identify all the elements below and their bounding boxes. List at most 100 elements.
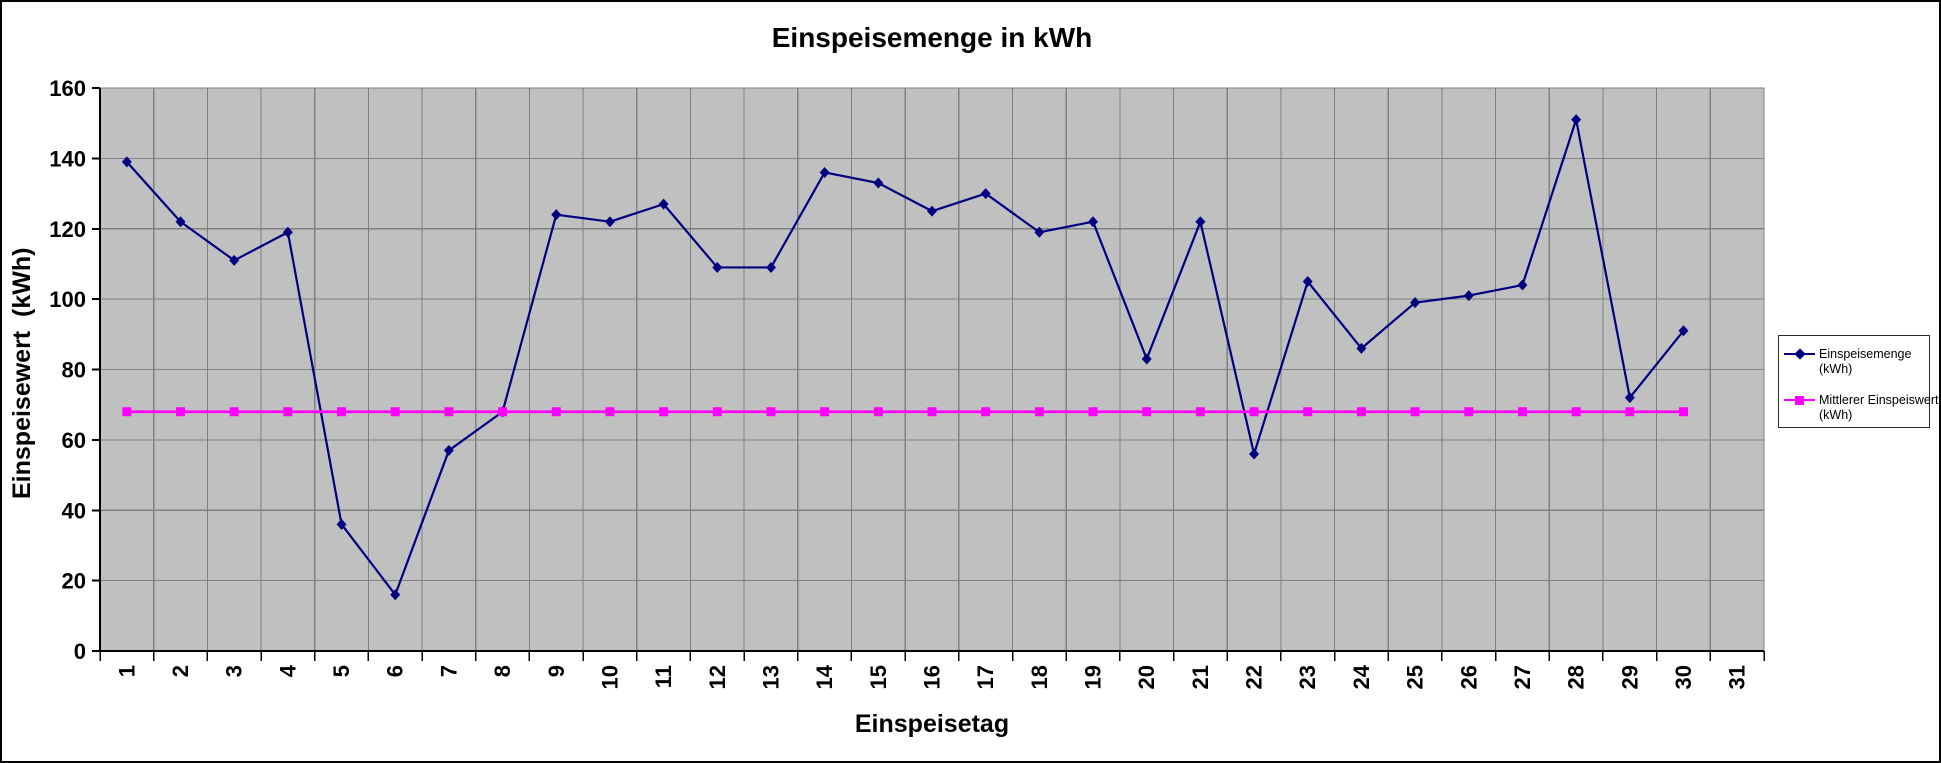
series-1-square-marker (712, 407, 722, 417)
series-1-square-marker (444, 407, 454, 417)
x-tick-label: 9 (544, 665, 569, 677)
x-tick-label: 20 (1134, 665, 1159, 689)
series-line-0 (126, 118, 1685, 596)
series-0-diamond-marker (658, 198, 669, 210)
series-0-diamond-marker (1571, 114, 1582, 126)
series-1-square-marker (1088, 407, 1098, 417)
x-tick-label: 5 (329, 665, 354, 677)
x-tick-label: 30 (1671, 665, 1696, 689)
series-1-square-marker (498, 407, 508, 417)
series-0-diamond-marker (980, 188, 991, 200)
series-0-diamond-marker (1249, 448, 1260, 460)
x-tick-label: 23 (1295, 665, 1320, 689)
series-0-diamond-marker (551, 209, 562, 221)
x-tick-label: 8 (490, 665, 515, 677)
series-0-diamond-marker (1088, 216, 1099, 228)
series-1-square-marker (1625, 407, 1635, 417)
x-tick-label: 15 (866, 665, 891, 689)
legend-label-unit: (kWh) (1819, 408, 1853, 422)
series-0-diamond-marker (1195, 216, 1206, 228)
y-tick-label: 0 (74, 639, 86, 664)
series-0-diamond-marker (1410, 297, 1421, 309)
x-tick-label: 18 (1027, 665, 1052, 689)
x-tick-label: 6 (383, 665, 408, 677)
series-0-diamond-marker (819, 166, 830, 178)
series-1-square-marker (176, 407, 186, 417)
y-tick-label: 100 (49, 287, 86, 312)
series-0-diamond-marker (121, 156, 132, 168)
series-0-diamond-marker (1034, 226, 1045, 238)
series-0-diamond-marker (1624, 392, 1635, 404)
series-1-square-marker (873, 407, 883, 417)
legend: Einspeisemenge (kWh) Mittlerer Einspeisw… (1778, 335, 1938, 428)
legend-label: Mittlerer Einspeiswert (kWh) (1815, 393, 1938, 423)
legend-item-einspeisemenge: Einspeisemenge (kWh) (1784, 347, 1927, 377)
series-1-square-marker (1034, 407, 1044, 417)
series-1-square-marker (1195, 407, 1205, 417)
y-tick-label: 160 (49, 76, 86, 101)
y-tick-label: 80 (62, 358, 86, 383)
series-0-diamond-marker (390, 589, 401, 601)
x-tick-label: 7 (436, 665, 461, 677)
series-0-diamond-marker (1141, 353, 1152, 365)
y-tick-label: 140 (49, 146, 86, 171)
series-1-square-marker (820, 407, 830, 417)
x-tick-label: 1 (114, 665, 139, 677)
legend-label-unit: (kWh) (1819, 362, 1853, 376)
series-1-square-marker (766, 407, 776, 417)
legend-label-name: Einspeisemenge (1819, 347, 1912, 361)
series-1-square-marker (1517, 407, 1527, 417)
x-tick-label: 28 (1564, 665, 1589, 689)
x-tick-label: 27 (1510, 665, 1535, 689)
x-tick-label: 16 (920, 665, 945, 689)
x-tick-label: 24 (1349, 664, 1374, 689)
series-1-square-marker (551, 407, 561, 417)
x-tick-label: 2 (168, 665, 193, 677)
series-1-square-marker (390, 407, 400, 417)
x-tick-label: 10 (597, 665, 622, 689)
x-tick-label: 22 (1242, 665, 1267, 689)
series-0-diamond-marker (175, 216, 186, 228)
x-tick-label: 13 (758, 665, 783, 689)
y-tick-label: 60 (62, 428, 86, 453)
series-0-diamond-marker (765, 261, 776, 273)
legend-sample (1784, 347, 1815, 361)
x-tick-label: 3 (222, 665, 247, 677)
x-axis-title: Einspeisetag (854, 710, 1010, 738)
x-tick-label: 14 (812, 664, 837, 689)
y-tick-label: 20 (62, 569, 86, 594)
chart-title: Einspeisemenge in kWh (771, 22, 1093, 53)
series-0-diamond-marker (1356, 342, 1367, 354)
series-1-square-marker (122, 407, 132, 417)
square-marker-icon (1795, 395, 1804, 405)
legend-sample (1784, 393, 1815, 407)
series-0-diamond-marker (336, 518, 347, 530)
x-tick-label: 31 (1725, 665, 1750, 689)
series-0-diamond-marker (1302, 276, 1313, 288)
series-0-diamond-marker (927, 205, 937, 217)
x-tick-label: 19 (1081, 665, 1106, 689)
y-axis-title: Einspeisewert (kWh) (8, 247, 36, 499)
x-tick-label: 26 (1456, 665, 1481, 689)
x-tick-label: 17 (973, 665, 998, 689)
series-1-square-marker (1410, 407, 1420, 417)
series-1-square-marker (1142, 407, 1152, 417)
series-1-square-marker (605, 407, 615, 417)
diamond-marker-icon (1794, 348, 1806, 360)
series-0-diamond-marker (282, 226, 293, 238)
series-1-square-marker (1571, 407, 1581, 417)
x-tick-label: 25 (1403, 665, 1428, 689)
x-tick-label: 12 (705, 665, 730, 689)
series-0-diamond-marker (1517, 279, 1528, 291)
legend-label-name: Mittlerer Einspeiswert (1819, 393, 1939, 407)
series-1-square-marker (927, 407, 937, 417)
series-1-square-marker (1678, 407, 1688, 417)
series-0-diamond-marker (873, 177, 884, 189)
series-0-diamond-marker (229, 254, 240, 266)
x-tick-label: 11 (651, 665, 676, 688)
x-tick-label: 4 (275, 664, 300, 677)
series-0-diamond-marker (443, 444, 454, 456)
y-tick-label: 40 (62, 498, 86, 523)
